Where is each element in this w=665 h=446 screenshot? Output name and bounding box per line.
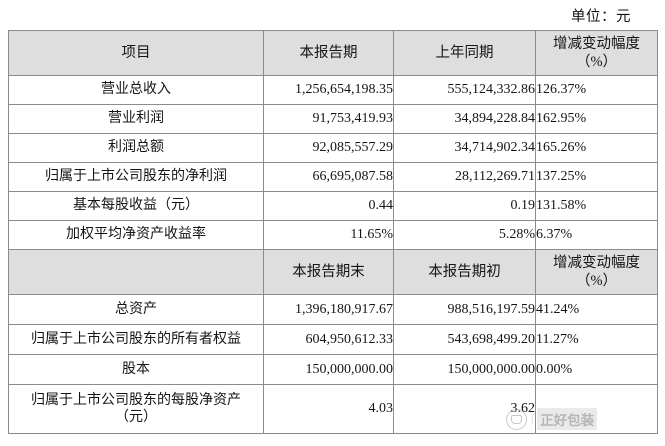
row-item-label: 营业总收入 [8, 75, 264, 105]
row-current-value: 4.03 [263, 384, 394, 434]
row-item-label-line1: 归属于上市公司股东的每股净资产 [31, 392, 241, 408]
table-header-row-primary: 项目 本报告期 上年同期 增减变动幅度 （%） [8, 30, 658, 76]
table-row: 归属于上市公司股东的每股净资产 （元） 4.03 3.62 [8, 384, 658, 434]
row-item-label: 利润总额 [8, 133, 264, 163]
row-current-value: 150,000,000.00 [263, 354, 394, 385]
header-cell-prior-period: 上年同期 [393, 30, 536, 76]
header-cell-current-period: 本报告期 [263, 30, 394, 76]
row-current-value: 1,256,654,198.35 [263, 75, 394, 105]
header-change-unit: （%） [575, 273, 618, 289]
row-prior-value: 543,698,499.20 [393, 324, 536, 355]
row-item-label: 加权平均净资产收益率 [8, 220, 264, 250]
header-cell-item-blank [8, 249, 264, 295]
row-change-value: 165.26% [535, 133, 658, 163]
row-current-value: 0.44 [263, 191, 394, 221]
header-cell-period-begin: 本报告期初 [393, 249, 536, 295]
table-row: 营业总收入 1,256,654,198.35 555,124,332.86 12… [8, 75, 658, 105]
table-row: 营业利润 91,753,419.93 34,894,228.84 162.95% [8, 104, 658, 134]
table-row: 加权平均净资产收益率 11.65% 5.28% 6.37% [8, 220, 658, 250]
unit-caption-row: 单位：元 [0, 0, 665, 30]
financial-summary-table: 项目 本报告期 上年同期 增减变动幅度 （%） 营业总收入 1,256,654,… [8, 30, 658, 434]
unit-caption: 单位：元 [571, 8, 631, 25]
header-change-label: 增减变动幅度 [553, 35, 640, 52]
header-cell-change: 增减变动幅度 （%） [535, 30, 658, 76]
row-prior-value: 34,894,228.84 [393, 104, 536, 134]
row-prior-value: 988,516,197.59 [393, 294, 536, 325]
header-change-unit: （%） [575, 54, 618, 70]
header-cell-period-end: 本报告期末 [263, 249, 394, 295]
table-row: 利润总额 92,085,557.29 34,714,902.34 165.26% [8, 133, 658, 163]
row-item-label: 基本每股收益（元） [8, 191, 264, 221]
row-prior-value: 28,112,269.71 [393, 162, 536, 192]
row-item-label-line2: （元） [115, 410, 157, 425]
row-prior-value: 3.62 [393, 384, 536, 434]
table-header-row-secondary: 本报告期末 本报告期初 增减变动幅度 （%） [8, 249, 658, 295]
row-prior-value: 34,714,902.34 [393, 133, 536, 163]
row-change-value [535, 384, 658, 434]
row-current-value: 1,396,180,917.67 [263, 294, 394, 325]
row-current-value: 604,950,612.33 [263, 324, 394, 355]
row-item-label: 股本 [8, 354, 264, 385]
row-current-value: 91,753,419.93 [263, 104, 394, 134]
row-change-value: 162.95% [535, 104, 658, 134]
row-current-value: 66,695,087.58 [263, 162, 394, 192]
table-row: 归属于上市公司股东的所有者权益 604,950,612.33 543,698,4… [8, 324, 658, 355]
table-row: 股本 150,000,000.00 150,000,000.00 0.00% [8, 354, 658, 385]
table-container: 项目 本报告期 上年同期 增减变动幅度 （%） 营业总收入 1,256,654,… [0, 30, 665, 434]
table-row: 归属于上市公司股东的净利润 66,695,087.58 28,112,269.7… [8, 162, 658, 192]
row-change-value: 41.24% [535, 294, 658, 325]
row-item-label: 归属于上市公司股东的每股净资产 （元） [8, 384, 264, 434]
header-cell-item: 项目 [8, 30, 264, 76]
row-current-value: 11.65% [263, 220, 394, 250]
row-item-label: 归属于上市公司股东的净利润 [8, 162, 264, 192]
header-change-label: 增减变动幅度 [553, 254, 640, 271]
row-item-label: 营业利润 [8, 104, 264, 134]
row-prior-value: 150,000,000.00 [393, 354, 536, 385]
row-prior-value: 0.19 [393, 191, 536, 221]
header-cell-change: 增减变动幅度 （%） [535, 249, 658, 295]
row-prior-value: 5.28% [393, 220, 536, 250]
row-item-label: 总资产 [8, 294, 264, 325]
row-change-value: 0.00% [535, 354, 658, 385]
row-change-value: 131.58% [535, 191, 658, 221]
row-item-label: 归属于上市公司股东的所有者权益 [8, 324, 264, 355]
row-change-value: 126.37% [535, 75, 658, 105]
row-current-value: 92,085,557.29 [263, 133, 394, 163]
row-change-value: 137.25% [535, 162, 658, 192]
row-change-value: 11.27% [535, 324, 658, 355]
row-prior-value: 555,124,332.86 [393, 75, 536, 105]
row-change-value: 6.37% [535, 220, 658, 250]
table-row: 基本每股收益（元） 0.44 0.19 131.58% [8, 191, 658, 221]
table-row: 总资产 1,396,180,917.67 988,516,197.59 41.2… [8, 294, 658, 325]
